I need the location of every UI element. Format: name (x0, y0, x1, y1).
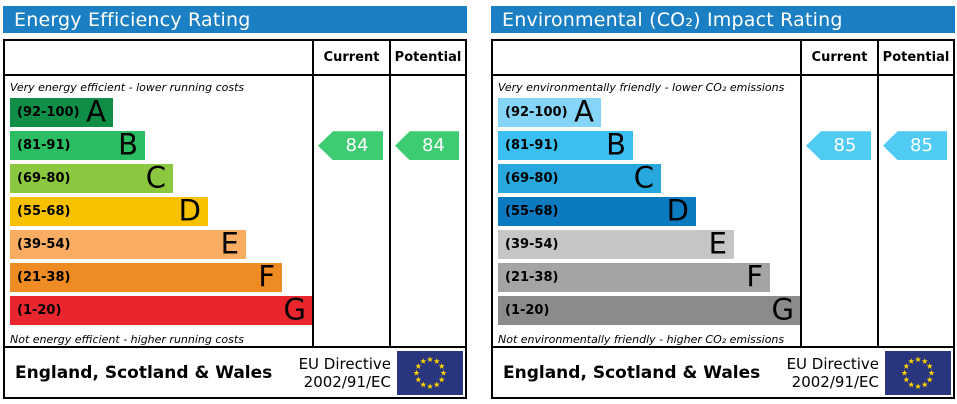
rating-scale-row: Very environmentally friendly - lower CO… (493, 76, 953, 347)
eu-directive-line2: 2002/91/EC (303, 372, 391, 391)
energy-efficiency-table: Current Potential Very energy efficient … (3, 39, 467, 399)
top-caption: Very environmentally friendly - lower CO… (498, 81, 785, 95)
band-letter: F (746, 259, 763, 294)
potential-rating-arrow: 84 (395, 131, 459, 161)
rating-band-b: (81-91) B (498, 127, 633, 162)
rating-scale: Very environmentally friendly - lower CO… (493, 76, 801, 347)
band-letter: A (574, 94, 594, 129)
band-letter: C (145, 160, 166, 195)
band-letter: A (86, 94, 106, 129)
eu-directive-label: EU Directive 2002/91/EC (299, 355, 391, 391)
band-range-label: (21-38) (505, 270, 559, 286)
rating-scale: Very energy efficient - lower running co… (5, 76, 313, 347)
potential-rating-cell: 84 (389, 76, 465, 347)
top-caption: Very energy efficient - lower running co… (10, 81, 245, 95)
energy-efficiency-panel: Energy Efficiency Rating Current Potenti… (3, 6, 467, 399)
rating-band-g: (1-20) G (10, 292, 313, 327)
band-range-label: (69-80) (505, 171, 559, 187)
band-range-label: (81-91) (505, 138, 559, 154)
band-range-label: (92-100) (505, 105, 568, 121)
potential-rating-cell: 85 (877, 76, 953, 347)
region-label: England, Scotland & Wales (503, 362, 761, 383)
potential-rating-arrow: 85 (883, 131, 947, 161)
rating-band-e: (39-54) E (10, 226, 246, 261)
current-rating-cell: 85 (800, 76, 877, 347)
band-letter: D (178, 193, 201, 228)
current-rating-value: 85 (833, 135, 857, 157)
region-label: England, Scotland & Wales (15, 362, 273, 383)
band-range-label: (55-68) (505, 204, 559, 220)
band-letter: G (283, 292, 306, 327)
potential-column-label: Potential (394, 50, 462, 66)
environmental-impact-title: Environmental (CO₂) Impact Rating (491, 6, 955, 33)
potential-rating-value: 84 (422, 135, 445, 157)
panel-footer: England, Scotland & Wales EU Directive 2… (5, 346, 465, 397)
column-header-row: Current Potential (5, 41, 465, 77)
band-range-label: (1-20) (17, 303, 62, 319)
bottom-caption: Not environmentally friendly - higher CO… (498, 333, 785, 347)
band-range-label: (81-91) (17, 138, 71, 154)
band-letter: F (258, 259, 275, 294)
rating-band-d: (55-68) D (498, 193, 696, 228)
potential-column-header: Potential (389, 41, 465, 75)
rating-band-a: (92-100) A (498, 94, 601, 129)
environmental-impact-panel: Environmental (CO₂) Impact Rating Curren… (491, 6, 955, 399)
eu-directive-line2: 2002/91/EC (791, 372, 879, 391)
potential-column-header: Potential (877, 41, 953, 75)
rating-band-b: (81-91) B (10, 127, 145, 162)
rating-band-d: (55-68) D (10, 193, 208, 228)
eu-directive-line1: EU Directive (298, 354, 391, 373)
eu-directive-label: EU Directive 2002/91/EC (787, 355, 879, 391)
band-range-label: (92-100) (17, 105, 80, 121)
column-header-row: Current Potential (493, 41, 953, 77)
band-letter: B (606, 127, 626, 162)
rating-band-c: (69-80) C (498, 160, 661, 195)
rating-band-a: (92-100) A (10, 94, 113, 129)
panel-footer: England, Scotland & Wales EU Directive 2… (493, 346, 953, 397)
current-column-header: Current (800, 41, 877, 75)
band-letter: E (220, 226, 239, 261)
current-column-header: Current (312, 41, 389, 75)
chart-column-header (493, 41, 800, 74)
rating-band-c: (69-80) C (10, 160, 173, 195)
band-range-label: (1-20) (505, 303, 550, 319)
rating-band-f: (21-38) F (10, 259, 282, 294)
potential-column-label: Potential (882, 50, 950, 66)
rating-bands: (92-100) A (81-91) B (69-80) C (55-68) D (39-54)… (5, 94, 313, 327)
potential-rating-value: 85 (910, 135, 933, 157)
band-letter: B (118, 127, 138, 162)
energy-efficiency-title: Energy Efficiency Rating (3, 6, 467, 33)
current-rating-arrow: 84 (318, 131, 383, 161)
rating-bands: (92-100) A (81-91) B (69-80) C (55-68) D (39-54)… (493, 94, 801, 327)
band-letter: E (708, 226, 727, 261)
band-range-label: (39-54) (17, 237, 71, 253)
band-range-label: (55-68) (17, 204, 71, 220)
current-column-label: Current (323, 50, 380, 66)
bottom-caption: Not energy efficient - higher running co… (10, 333, 244, 347)
eu-flag-icon (885, 350, 951, 395)
band-range-label: (39-54) (505, 237, 559, 253)
eu-flag-icon (397, 350, 463, 395)
band-range-label: (21-38) (17, 270, 71, 286)
band-letter: C (633, 160, 654, 195)
rating-band-e: (39-54) E (498, 226, 734, 261)
current-rating-value: 84 (345, 135, 369, 157)
current-rating-cell: 84 (312, 76, 389, 347)
band-range-label: (69-80) (17, 171, 71, 187)
chart-column-header (5, 41, 312, 74)
eu-directive-line1: EU Directive (786, 354, 879, 373)
rating-band-g: (1-20) G (498, 292, 801, 327)
current-rating-arrow: 85 (806, 131, 871, 161)
rating-band-f: (21-38) F (498, 259, 770, 294)
band-letter: D (666, 193, 689, 228)
band-letter: G (771, 292, 794, 327)
environmental-impact-table: Current Potential Very environmentally f… (491, 39, 955, 399)
rating-scale-row: Very energy efficient - lower running co… (5, 76, 465, 347)
current-column-label: Current (811, 50, 868, 66)
